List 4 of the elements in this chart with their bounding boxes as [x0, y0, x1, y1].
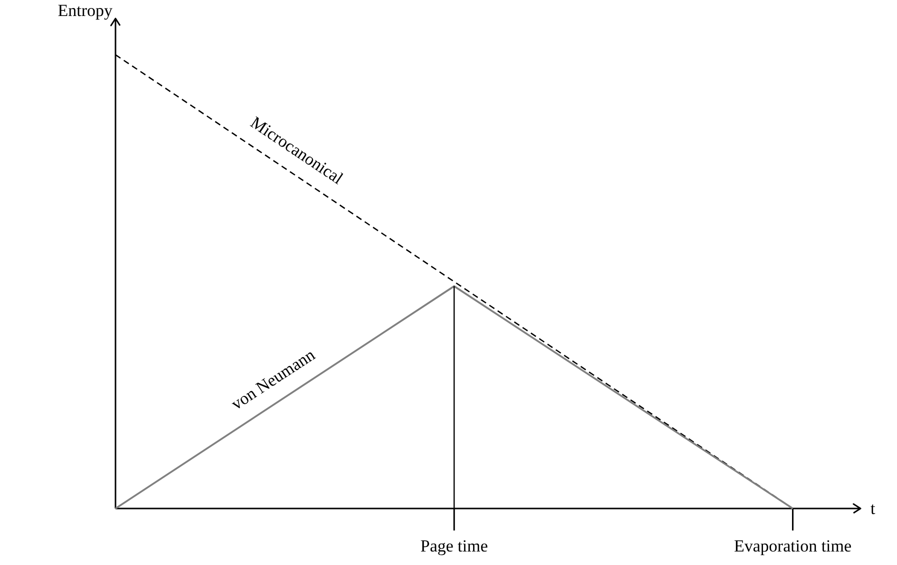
x-tick-label: Page time	[420, 536, 488, 556]
x-tick-label: Evaporation time	[734, 536, 852, 556]
y-axis-title: Entropy	[58, 1, 113, 20]
x-axis-title: t	[870, 499, 876, 518]
